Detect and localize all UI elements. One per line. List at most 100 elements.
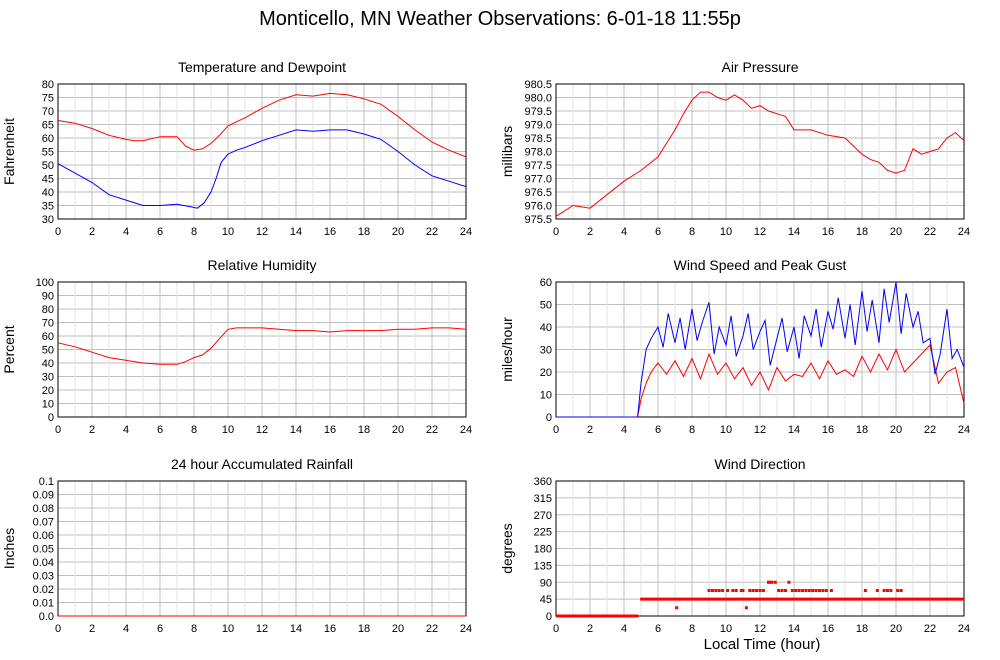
plot-frame [555,480,965,617]
y-tick-label: 360 [534,476,552,488]
y-tick-label: 40 [42,358,54,370]
x-tick-label: 16 [822,623,834,635]
y-tick-label: 180 [534,544,552,556]
x-tick-label: 20 [392,226,404,238]
data-point [807,589,811,592]
x-tick-label: 22 [426,623,438,635]
y-tick-label: 20 [42,385,54,397]
y-tick-label: 135 [534,560,552,572]
x-tick-label: 20 [392,424,404,436]
data-point [811,589,815,592]
y-tick-label: 0.0 [39,611,54,623]
y-tick-label: 55 [42,147,54,159]
y-tick-label: 225 [534,527,552,539]
x-tick-label: 20 [890,226,902,238]
x-tick-label: 12 [256,424,268,436]
x-tick-label: 12 [754,226,766,238]
data-point [896,589,900,592]
y-tick-label: 45 [42,174,54,186]
y-tick-label: 60 [42,133,54,145]
data-point [755,589,759,592]
x-tick-label: 8 [191,424,197,436]
data-point [790,589,794,592]
data-point [707,589,711,592]
y-tick-label: 30 [42,372,54,384]
y-tick-label: 980.5 [524,79,552,91]
x-tick-label: 22 [924,623,936,635]
data-point [741,589,745,592]
data-point [710,589,714,592]
y-axis-label: degrees [499,523,515,574]
x-tick-label: 4 [123,424,129,436]
chart-title: Air Pressure [721,59,798,75]
y-tick-label: 0 [546,412,552,424]
x-tick-label: 6 [655,424,661,436]
x-tick-label: 8 [689,424,695,436]
data-point [751,589,755,592]
y-axis-label: Percent [1,325,17,373]
x-tick-label: 10 [720,623,732,635]
data-point [889,589,893,592]
y-tick-label: 10 [540,390,552,402]
x-tick-label: 0 [55,623,61,635]
y-axis-label: millibars [499,126,515,177]
chart-title: 24 hour Accumulated Rainfall [171,456,353,472]
y-tick-label: 60 [42,331,54,343]
data-point [773,580,777,584]
x-tick-label: 6 [157,623,163,635]
data-point [675,606,679,610]
data-point [770,580,774,584]
x-tick-label: 12 [256,226,268,238]
x-tick-label: 6 [655,623,661,635]
x-tick-label: 16 [324,226,336,238]
x-tick-label: 16 [822,226,834,238]
data-point [780,589,784,592]
plot-frame [555,281,965,418]
y-tick-label: 0 [546,611,552,623]
x-tick-label: 2 [89,424,95,436]
x-tick-label: 18 [358,226,370,238]
y-tick-label: 0.02 [33,584,54,596]
x-tick-label: 2 [587,623,593,635]
data-point [748,589,752,592]
y-tick-label: 45 [540,594,552,606]
data-point [797,589,801,592]
y-tick-label: 60 [540,277,552,289]
x-tick-label: 6 [157,226,163,238]
y-tick-label: 50 [42,160,54,172]
x-tick-label: 24 [958,424,970,436]
x-tick-label: 10 [720,226,732,238]
data-point [886,589,889,592]
y-tick-label: 975.5 [524,214,552,226]
y-tick-label: 40 [540,322,552,334]
y-tick-label: 978.5 [524,133,552,145]
x-tick-label: 10 [222,424,234,436]
x-tick-label: 12 [754,623,766,635]
x-tick-label: 4 [123,623,129,635]
y-tick-label: 976.0 [524,201,552,213]
x-tick-label: 22 [426,424,438,436]
x-tick-label: 2 [89,623,95,635]
x-tick-label: 24 [958,623,970,635]
data-point [777,589,781,592]
y-tick-label: 315 [534,493,552,505]
data-point [784,589,787,592]
y-tick-label: 0 [48,412,54,424]
data-point [758,589,762,592]
y-tick-label: 10 [42,399,54,411]
y-tick-label: 0.1 [39,476,54,488]
x-tick-label: 24 [460,623,472,635]
x-tick-label: 24 [460,226,472,238]
chart-title: Relative Humidity [208,257,317,273]
x-tick-label: 4 [621,424,627,436]
x-tick-label: 18 [856,623,868,635]
x-tick-label: 24 [460,424,472,436]
x-axis-label: Local Time (hour) [703,636,821,653]
y-tick-label: 40 [42,187,54,199]
x-tick-label: 2 [587,226,593,238]
